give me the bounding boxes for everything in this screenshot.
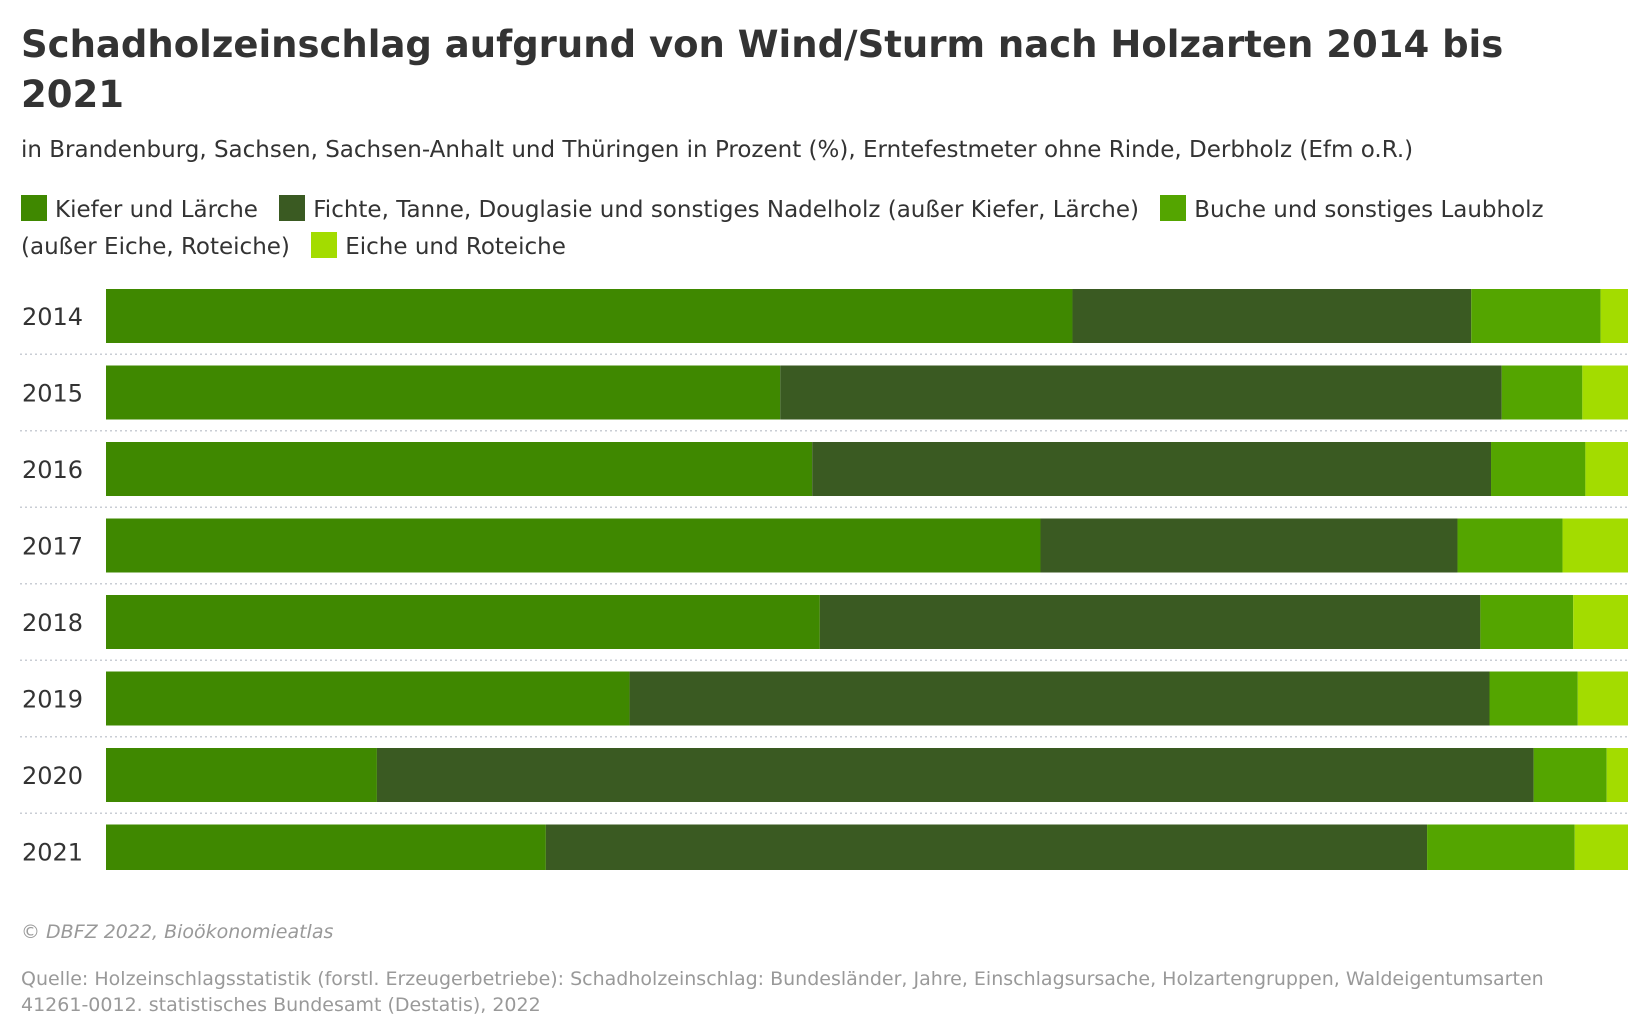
chart-title: Schadholzeinschlag aufgrund von Wind/Stu… (21, 23, 1504, 116)
bar-segment[interactable]: Buche und sonstiges Laubholz (außer Eich… (1501, 365, 1583, 420)
bar-segment[interactable]: Eiche und Roteiche 2015: 3 % (1582, 365, 1628, 420)
bar-segment[interactable]: Fichte, Tanne, Douglasie und sonstiges N… (819, 595, 1481, 649)
bar-segment[interactable]: Buche und sonstiges Laubholz (außer Eich… (1489, 671, 1578, 726)
legend-item[interactable]: Eiche und Roteiche (311, 232, 566, 260)
category-label: 2020 (22, 762, 83, 790)
bar-segment[interactable]: Kiefer und Lärche 2019: 34.4 % (106, 671, 630, 726)
legend-item[interactable]: Buche und sonstiges Laubholz (außer Eich… (21, 195, 1544, 260)
legend-swatch (21, 195, 47, 221)
category-label: 2019 (22, 686, 83, 714)
category-label: 2018 (22, 609, 83, 637)
legend-swatch (1160, 195, 1187, 221)
bar-segment[interactable]: Eiche und Roteiche 2017: 4.3 % (1562, 518, 1628, 573)
legend-swatch (279, 195, 306, 221)
bar-segment[interactable]: Buche und sonstiges Laubholz (außer Eich… (1533, 748, 1607, 802)
bar-segment[interactable]: Eiche und Roteiche 2018: 3.6 % (1573, 595, 1628, 649)
bar-segment[interactable]: Fichte, Tanne, Douglasie und sonstiges N… (812, 442, 1492, 496)
chart-subtitle: in Brandenburg, Sachsen, Sachsen-Anhalt … (21, 137, 1414, 163)
legend-item[interactable]: Kiefer und Lärche (21, 195, 258, 223)
bar-segment[interactable]: Buche und sonstiges Laubholz (außer Eich… (1471, 289, 1601, 343)
copyright-credit: © DBFZ 2022, Bioökonomieatlas (21, 921, 334, 943)
bar-segment[interactable]: Kiefer und Lärche 2015: 44.3 % (106, 365, 781, 420)
bar-segment[interactable]: Kiefer und Lärche 2014: 63.5 % (106, 289, 1073, 343)
legend: Kiefer und Lärche Fichte, Tanne, Douglas… (21, 192, 1601, 266)
stacked-bar-chart: 2014Kiefer und Lärche 2014: 63.5 %Fichte… (20, 289, 1628, 871)
bar-segment[interactable]: Fichte, Tanne, Douglasie und sonstiges N… (629, 671, 1490, 726)
bar-segment[interactable]: Fichte, Tanne, Douglasie und sonstiges N… (1040, 518, 1458, 573)
bar-segment[interactable]: Eiche und Roteiche 2021: 3.5 % (1574, 824, 1628, 871)
category-label: 2016 (22, 456, 83, 484)
bar-segment[interactable]: Buche und sonstiges Laubholz (außer Eich… (1480, 595, 1574, 649)
legend-item[interactable]: Fichte, Tanne, Douglasie und sonstiges N… (279, 195, 1139, 223)
bar-segment[interactable]: Kiefer und Lärche 2016: 46.4 % (106, 442, 813, 496)
bar-segment[interactable]: Fichte, Tanne, Douglasie und sonstiges N… (545, 824, 1428, 871)
bar-segment[interactable]: Eiche und Roteiche 2019: 3.3 % (1577, 671, 1628, 726)
bar-segment[interactable]: Fichte, Tanne, Douglasie und sonstiges N… (1072, 289, 1472, 343)
bar-segment[interactable]: Fichte, Tanne, Douglasie und sonstiges N… (780, 365, 1502, 420)
category-label: 2014 (22, 303, 83, 331)
category-label: 2021 (22, 839, 83, 867)
bar-segment[interactable]: Buche und sonstiges Laubholz (außer Eich… (1427, 824, 1575, 871)
bar-segment[interactable]: Eiche und Roteiche 2020: 1.4 % (1606, 748, 1628, 802)
bar-segment[interactable]: Fichte, Tanne, Douglasie und sonstiges N… (376, 748, 1534, 802)
legend-swatch (311, 232, 338, 258)
category-label: 2015 (22, 380, 83, 408)
bar-segment[interactable]: Buche und sonstiges Laubholz (außer Eich… (1491, 442, 1586, 496)
legend-label: Kiefer und Lärche (55, 197, 258, 223)
category-label: 2017 (22, 533, 83, 561)
bar-segment[interactable]: Kiefer und Lärche 2017: 61.4 % (106, 518, 1041, 573)
bar-segment[interactable]: Kiefer und Lärche 2020: 17.8 % (106, 748, 377, 802)
bar-segment[interactable]: Buche und sonstiges Laubholz (außer Eich… (1457, 518, 1563, 573)
bar-segment[interactable]: Eiche und Roteiche 2016: 2.8 % (1585, 442, 1628, 496)
legend-label: Buche und sonstiges Laubholz (außer Eich… (21, 197, 1544, 260)
legend-label: Eiche und Roteiche (345, 234, 566, 260)
legend-label: Fichte, Tanne, Douglasie und sonstiges N… (313, 197, 1139, 223)
bar-segment[interactable]: Eiche und Roteiche 2014: 1.8 % (1600, 289, 1628, 343)
bar-segment[interactable]: Kiefer und Lärche 2021: 28.9 % (106, 824, 546, 871)
bar-segment[interactable]: Kiefer und Lärche 2018: 46.9 % (106, 595, 820, 649)
source-note: Quelle: Holzeinschlagsstatistik (forstl.… (21, 968, 1544, 1016)
